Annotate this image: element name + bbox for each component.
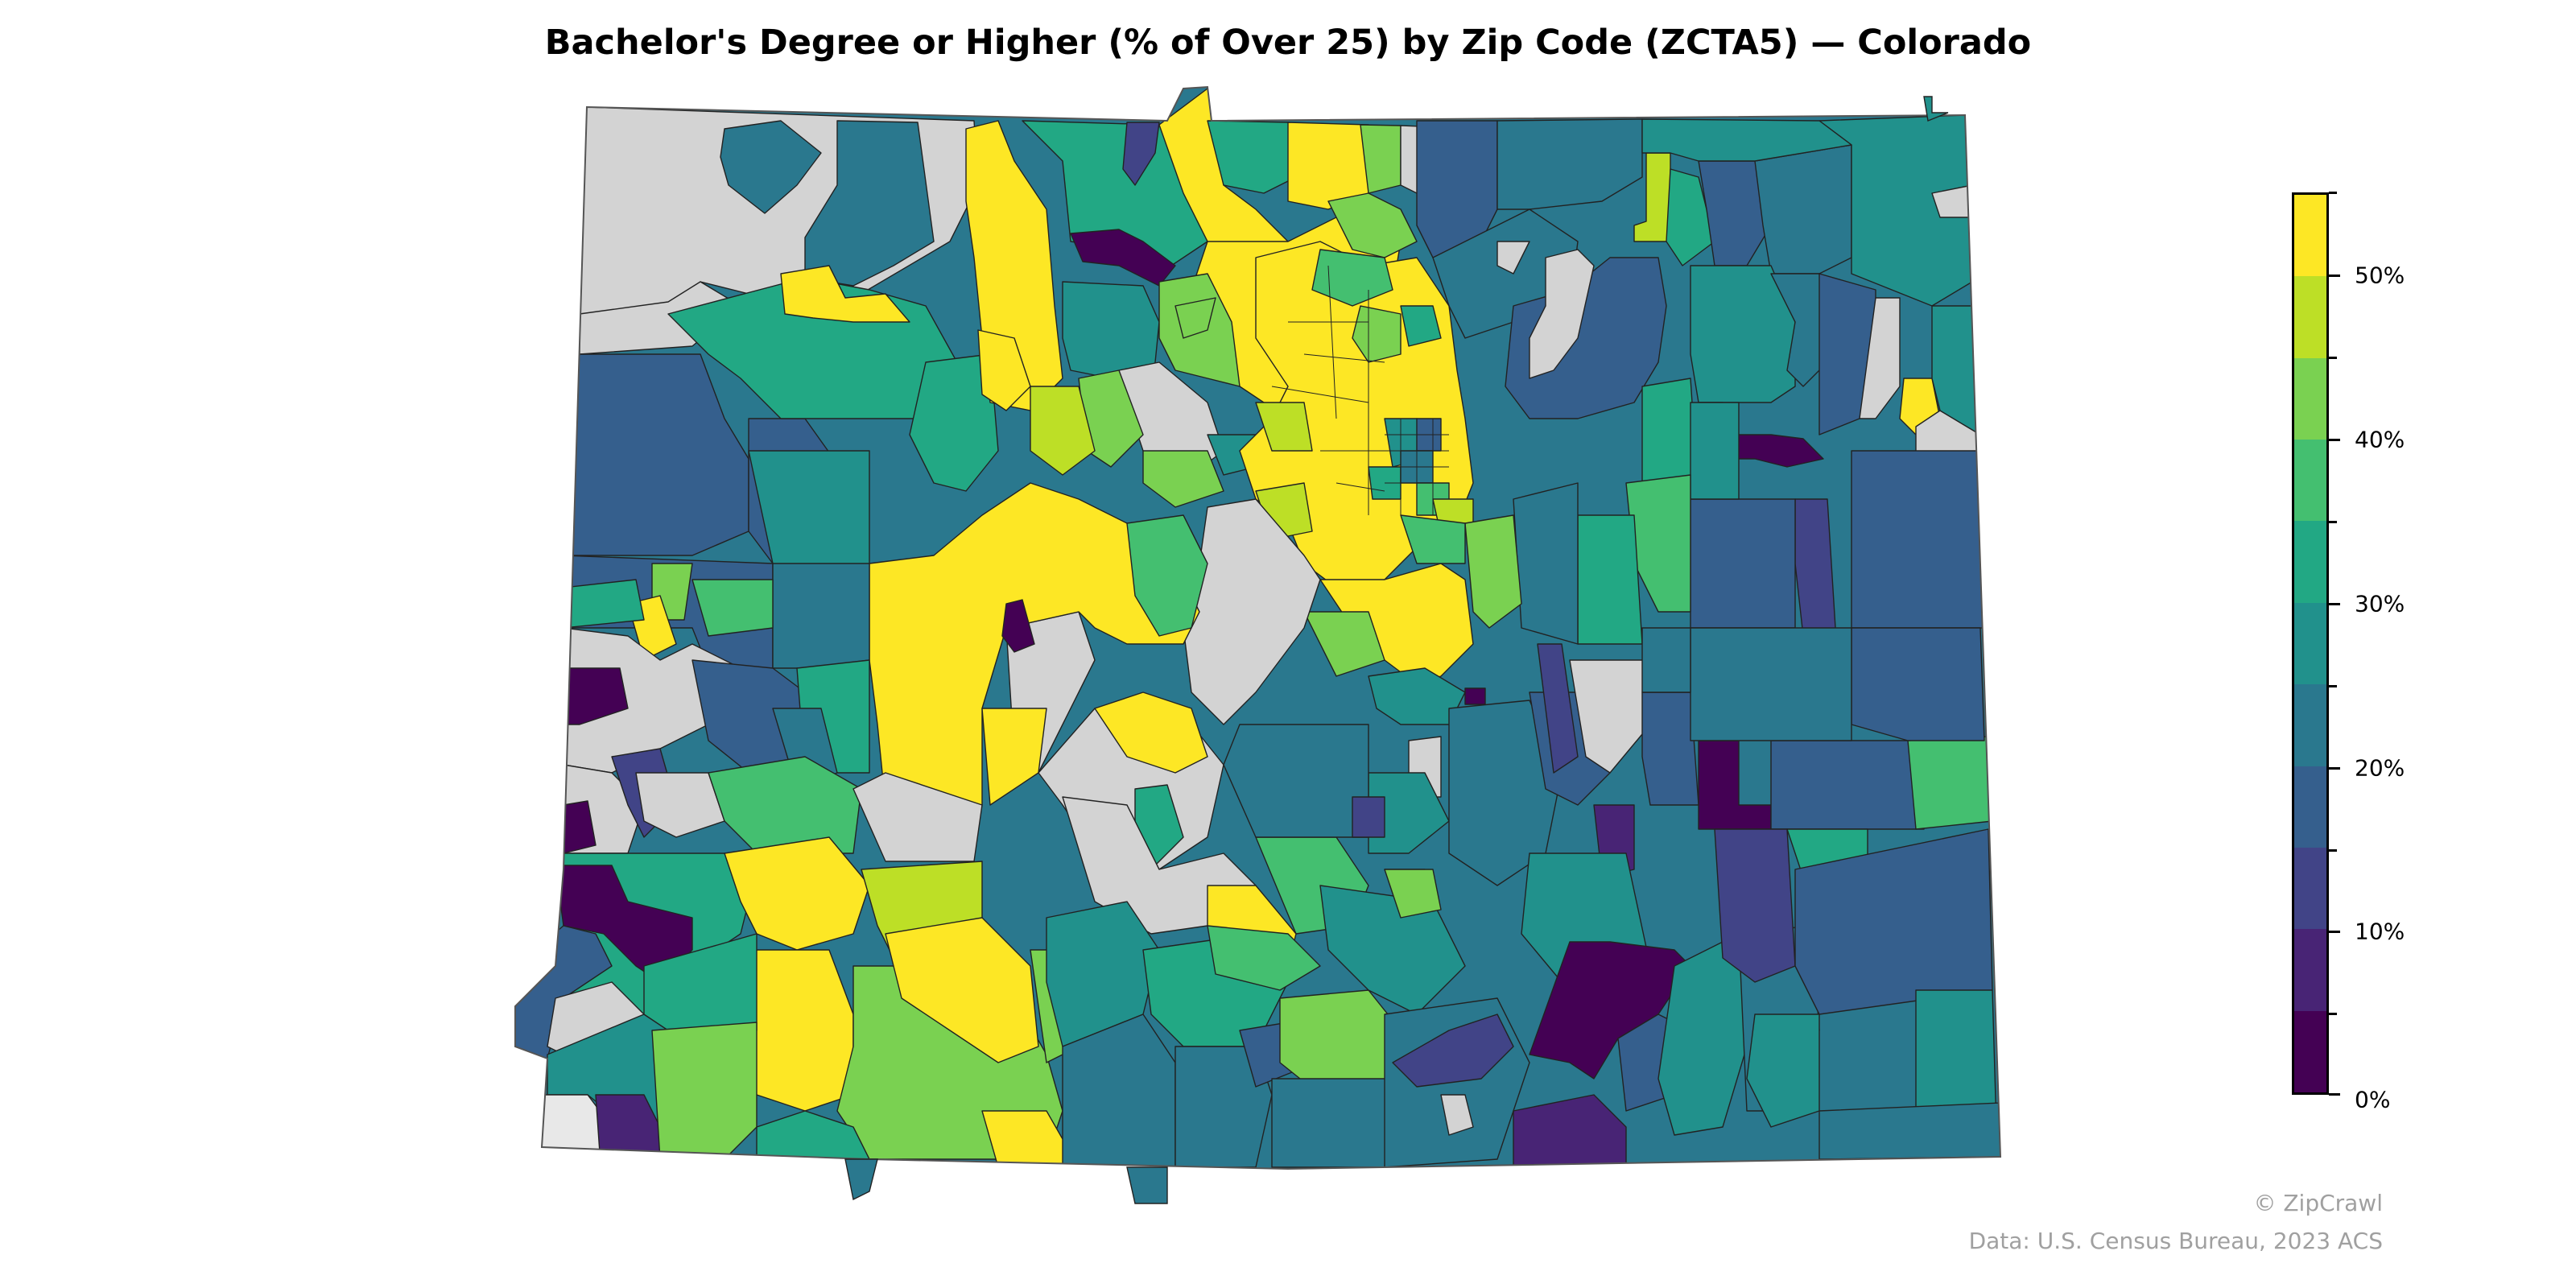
data-source-credit: Data: U.S. Census Bureau, 2023 ACS [1968, 1228, 2383, 1254]
copyright-credit: © ZipCrawl [2253, 1190, 2383, 1216]
colorbar-label-40: 40% [2355, 426, 2405, 453]
colorbar-minor-tick [2329, 521, 2337, 523]
state-outline [514, 85, 2002, 1170]
colorbar-label-30: 30% [2355, 590, 2405, 617]
colorbar-tick [2329, 931, 2340, 933]
colorbar-minor-tick [2329, 849, 2337, 852]
colorbar-minor-tick [2329, 192, 2337, 194]
colorbar-tick [2329, 439, 2340, 441]
colorbar-minor-tick [2329, 685, 2337, 687]
colorbar-tick [2329, 275, 2340, 277]
colorbar-label-10: 10% [2355, 918, 2405, 945]
colorbar-tick [2329, 603, 2340, 605]
colorbar-label-20: 20% [2355, 754, 2405, 782]
colorbar-tick [2329, 1093, 2340, 1096]
colorbar-tick [2329, 767, 2340, 770]
chart-title: Bachelor's Degree or Higher (% of Over 2… [544, 23, 2032, 63]
colorbar-minor-tick [2329, 1013, 2337, 1015]
colorbar-label-50: 50% [2355, 262, 2405, 289]
colorbar-label-0: 0% [2355, 1086, 2391, 1113]
colorbar-minor-tick [2329, 357, 2337, 359]
colorbar [2292, 192, 2329, 1095]
